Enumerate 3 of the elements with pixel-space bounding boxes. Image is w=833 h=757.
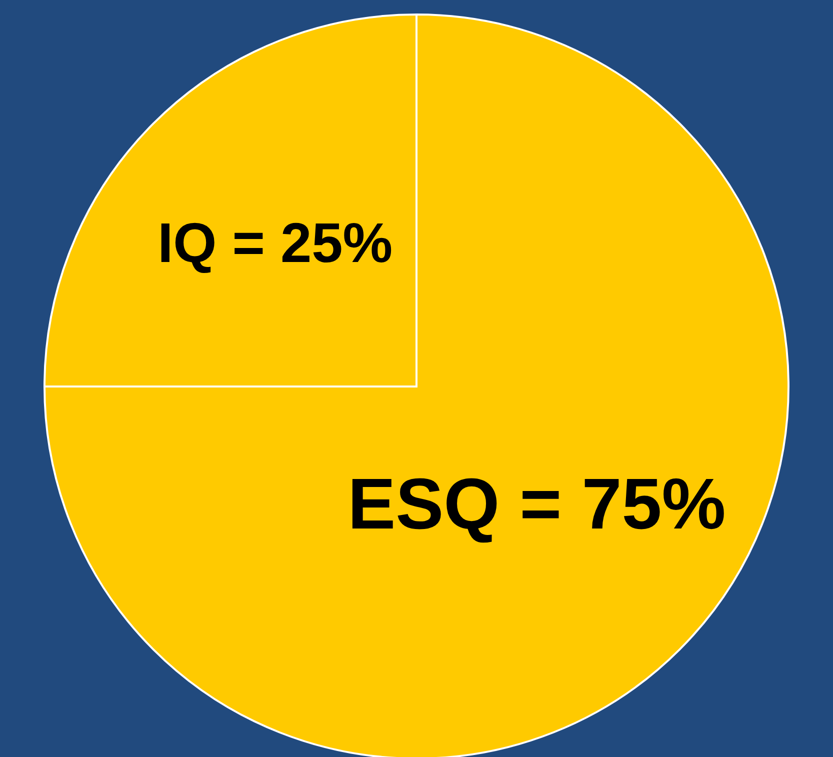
pie-slice	[44, 14, 790, 757]
slice-label: ESQ = 75%	[348, 464, 726, 545]
slice-label: IQ = 25%	[158, 211, 393, 274]
